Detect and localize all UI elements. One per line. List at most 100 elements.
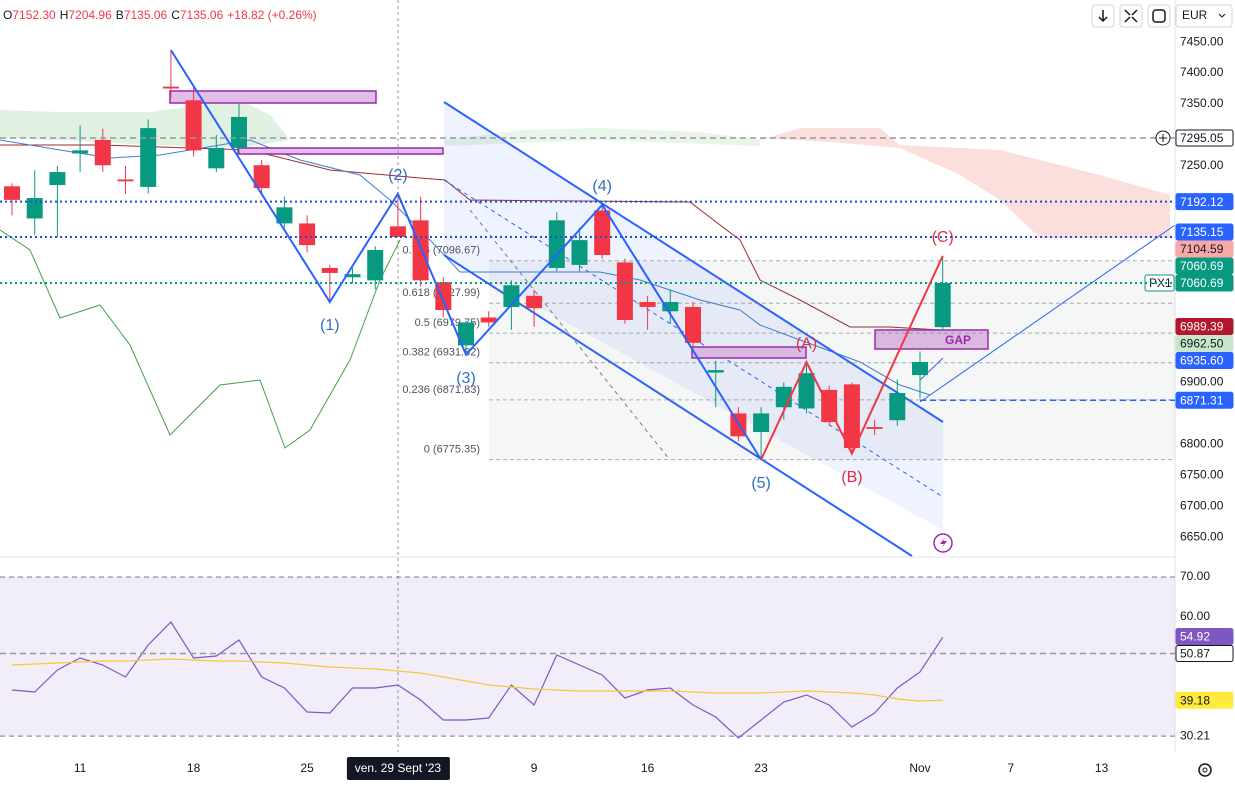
level-label: 7104.59 <box>1180 242 1224 256</box>
x-tick-label: 16 <box>641 761 655 775</box>
currency-button[interactable] <box>1175 4 1233 28</box>
legend-value: 7152.30 <box>12 8 56 22</box>
level-label: 7192.12 <box>1180 195 1224 209</box>
level-label: 54.92 <box>1180 630 1210 644</box>
level-tag <box>1175 645 1234 663</box>
y-tick-label: 6900.00 <box>1180 375 1224 389</box>
y-tick-label: 6700.00 <box>1180 498 1224 512</box>
candle-body <box>526 295 543 309</box>
crosshair-label-bg <box>346 757 450 780</box>
cloud-green <box>0 100 290 148</box>
wave-label: (1) <box>320 317 340 334</box>
candle-body <box>344 274 361 278</box>
candle-body <box>4 186 20 200</box>
trend-dashed <box>469 209 671 461</box>
level-tag <box>1175 129 1234 147</box>
candle-body <box>753 413 770 432</box>
candle-body <box>231 116 247 148</box>
level-tag <box>1175 351 1234 369</box>
rsi-band <box>0 577 1175 737</box>
fib-label: 0.382 (6931.82) <box>402 347 480 359</box>
level-label: 6935.60 <box>1180 354 1224 368</box>
wave-line <box>760 255 944 461</box>
lagging-line <box>0 229 401 449</box>
wave-label: (C) <box>932 229 954 246</box>
candle-body <box>458 322 474 346</box>
gap-zone <box>874 329 989 350</box>
candle-body <box>367 250 384 281</box>
wave-label: (4) <box>592 178 612 195</box>
gap-label: GAP <box>945 333 971 347</box>
fib-label: 0 (6775.35) <box>424 444 480 456</box>
y-tick-label: 6650.00 <box>1180 529 1224 543</box>
rsi-line <box>11 621 944 739</box>
level-tag <box>1175 223 1234 241</box>
candle-body <box>389 226 406 237</box>
level-tag <box>1175 257 1234 275</box>
y-tick-label: 6800.00 <box>1180 437 1224 451</box>
candle-body <box>412 220 429 281</box>
y-tick-label: 7450.00 <box>1180 34 1224 48</box>
supply-zone <box>237 147 444 155</box>
level-tag <box>1175 691 1234 709</box>
candle-body <box>571 240 588 265</box>
currency: EUR <box>1182 8 1208 22</box>
candle-body <box>72 150 89 154</box>
candle-body <box>662 302 679 312</box>
level-label: 7060.69 <box>1180 276 1224 290</box>
alert-icon[interactable] <box>933 533 953 553</box>
conversion-line <box>0 139 931 396</box>
cloud-green-thin <box>445 128 760 146</box>
candle-body <box>639 302 656 307</box>
legend-change: +18.82 (+0.26%) <box>227 8 317 22</box>
level-label: 7060.69 <box>1180 259 1224 273</box>
x-tick-label: 23 <box>754 761 768 775</box>
candle-body <box>321 267 338 273</box>
level-tag <box>1175 240 1234 258</box>
candle-body <box>26 198 43 219</box>
channel-mid <box>443 179 944 498</box>
supply-zone <box>691 346 807 359</box>
wave-label: (A) <box>796 335 817 352</box>
candle-body <box>707 370 724 373</box>
candle-body <box>299 223 316 246</box>
toolbar <box>1091 4 1233 28</box>
y-tick-label: 7250.00 <box>1180 158 1224 172</box>
x-tick-label: 25 <box>300 761 314 775</box>
level-label: 6871.31 <box>1180 393 1224 407</box>
level-label: 39.18 <box>1180 693 1210 707</box>
supply-zone <box>169 90 377 104</box>
legend-key: O <box>3 8 13 22</box>
level-tag <box>1175 334 1234 352</box>
projection-line <box>919 357 944 381</box>
fit-button[interactable] <box>1119 4 1143 28</box>
candle-body <box>140 128 157 187</box>
legend-key: H <box>59 8 69 22</box>
candle-body <box>185 100 202 151</box>
x-tick-label: 11 <box>74 761 87 775</box>
x-tick-label: 7 <box>1007 761 1014 775</box>
candle-body <box>208 147 225 169</box>
candle-body <box>94 139 111 166</box>
x-tick-label: 13 <box>1095 761 1109 775</box>
cloud-red <box>760 128 1170 238</box>
reset-button[interactable] <box>1147 4 1171 28</box>
ohlc-legend: O7152.30 H7204.96 B7135.06 C7135.06 +18.82 (… <box>3 8 321 22</box>
level-label: 50.87 <box>1180 647 1210 661</box>
candle-body <box>685 306 701 343</box>
settings-icon[interactable] <box>1198 763 1212 777</box>
y-tick-label: 30.21 <box>1180 728 1210 742</box>
candle-body <box>276 207 293 224</box>
zones <box>169 90 989 359</box>
candle-body <box>253 165 270 189</box>
level-tag <box>1175 391 1234 409</box>
wave-label: (2) <box>388 167 408 184</box>
candle-body <box>616 262 633 320</box>
level-tag <box>1175 317 1234 335</box>
wave-label: (5) <box>751 475 771 492</box>
y-tick-label: 70.00 <box>1180 569 1210 583</box>
level-tag <box>1175 274 1234 292</box>
x-tick-label: 18 <box>187 761 201 775</box>
wave-line <box>170 49 762 461</box>
